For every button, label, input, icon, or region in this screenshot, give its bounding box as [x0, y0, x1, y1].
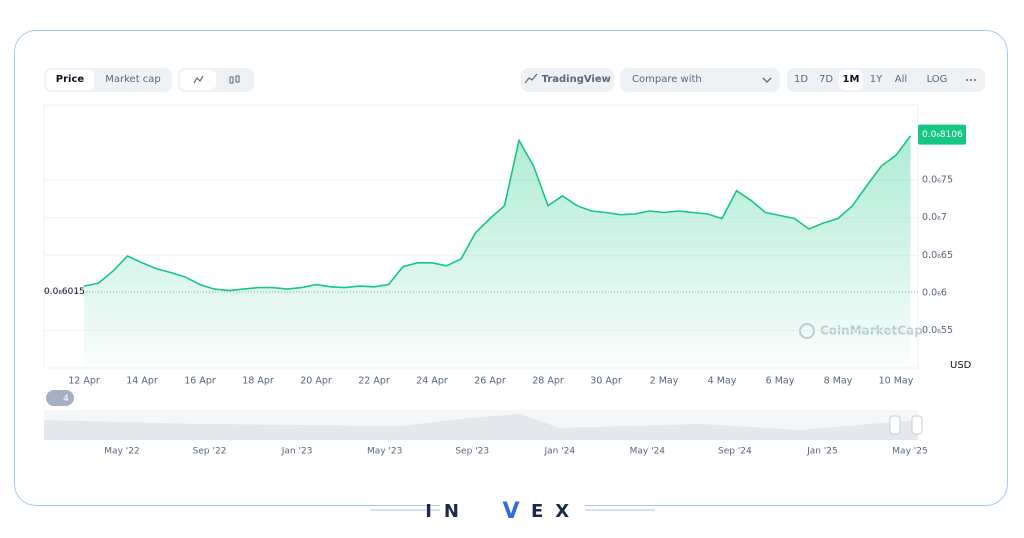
chevron — [762, 77, 772, 83]
tv-icon — [524, 73, 538, 84]
range-all[interactable]: All — [894, 74, 908, 85]
range-1m[interactable]: 1M — [839, 70, 863, 90]
candle-icon — [229, 75, 240, 84]
compare-label: Compare with — [632, 74, 702, 85]
range-1y[interactable]: 1Y — [869, 74, 883, 85]
range-bar: 1D 7D 1M 1Y All LOG — [787, 68, 985, 92]
line-style[interactable] — [180, 70, 216, 90]
price-toggle: Price Market cap — [44, 68, 172, 92]
tab-market-cap[interactable]: Market cap — [105, 74, 161, 85]
compare-dropdown[interactable]: Compare with — [620, 68, 780, 92]
line-icon — [193, 75, 204, 84]
candle-style[interactable] — [216, 70, 252, 90]
chart-style-toggle — [178, 68, 254, 92]
log-toggle[interactable]: LOG — [926, 74, 948, 85]
tab-price[interactable]: Price — [46, 70, 94, 90]
range-1d[interactable]: 1D — [793, 74, 809, 85]
range-7d[interactable]: 7D — [818, 74, 834, 85]
more-button[interactable] — [961, 70, 981, 90]
card-frame — [14, 30, 1008, 506]
tradingview-button[interactable]: TradingView — [521, 68, 614, 92]
tradingview-label: TradingView — [541, 74, 611, 85]
